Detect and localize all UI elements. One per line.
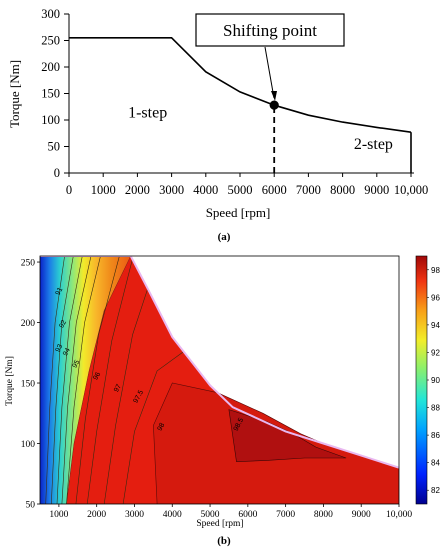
panel-a-x-label: Speed [rpm] (206, 205, 271, 220)
colorbar (415, 255, 428, 505)
colorbar-tick-label: 86 (431, 431, 440, 440)
region-label: 1-step (128, 104, 167, 121)
panel-b-y-label: Torque [Nm] (5, 356, 15, 406)
x-tick-label: 9000 (364, 183, 389, 197)
shifting-point-arrowhead (271, 91, 277, 101)
colorbar-tick-label: 92 (431, 348, 440, 357)
y-tick-label: 300 (41, 7, 60, 21)
panel-a-region-labels: 1-step 2-step (128, 104, 393, 153)
x-tick-label: 4000 (193, 183, 218, 197)
y-tick-label: 150 (41, 87, 60, 101)
colorbar-tick-label: 88 (431, 404, 440, 413)
panel-a-label: (a) (218, 231, 231, 243)
x-tick-label: 1000 (49, 510, 68, 520)
contour-line (66, 256, 101, 504)
torque-speed-curve (69, 36, 412, 133)
contour-line (56, 256, 83, 504)
x-tick-label: 2000 (125, 183, 150, 197)
x-tick-label: 5000 (201, 510, 220, 520)
y-tick-label: 250 (41, 34, 60, 48)
panel-b-x-label: Speed [rpm] (196, 519, 243, 529)
x-tick-label: 10,000 (394, 183, 428, 197)
contour-label: 96 (92, 371, 102, 381)
x-tick-label: 9000 (352, 510, 371, 520)
shifting-point-label: Shifting point (223, 21, 317, 40)
y-tick-label: 200 (21, 319, 36, 329)
colorbar-tick-label: 96 (431, 293, 440, 302)
contour-line (51, 256, 74, 504)
x-tick-label: 6000 (238, 510, 257, 520)
colorbar-tick-label: 82 (431, 486, 440, 495)
y-tick-label: 200 (41, 60, 60, 74)
region-label: 2-step (354, 136, 393, 153)
shifting-point-arrow (264, 46, 275, 99)
panel-a-x-ticks: 0 1000 2000 3000 4000 5000 6000 7000 8000 9000 10,… (66, 173, 428, 197)
colorbar-tick-label: 94 (431, 321, 440, 330)
contour-line (86, 258, 133, 504)
contour-line (45, 256, 65, 504)
colorbar-tick-label: 90 (431, 376, 440, 385)
y-tick-label: 50 (48, 140, 61, 154)
y-tick-label: 50 (26, 501, 36, 511)
contour-line (103, 288, 148, 504)
panel-b-x-ticks: 1000 2000 3000 4000 5000 6000 7000 8000 9000 10,0… (49, 504, 412, 520)
x-tick-label: 3000 (125, 510, 144, 520)
contour-label: 98 (157, 422, 167, 432)
efficiency-contour-lines (45, 256, 184, 504)
x-tick-label: 2000 (87, 510, 106, 520)
x-tick-label: 8000 (330, 183, 355, 197)
panel-a-series (69, 36, 412, 173)
panel-b-label: (b) (217, 535, 231, 547)
y-tick-label: 0 (54, 166, 60, 180)
contour-line (61, 256, 92, 504)
contour-label: 97 (113, 383, 123, 393)
x-tick-label: 10,000 (386, 510, 412, 520)
contour-line (122, 351, 184, 504)
panel-b-frame (39, 255, 400, 505)
x-tick-label: 4000 (163, 510, 182, 520)
y-tick-label: 150 (21, 380, 36, 390)
contour-label: 92 (58, 319, 68, 329)
contour-label: 94 (62, 347, 72, 357)
panel-a-y-label: Torque [Nm] (7, 60, 22, 128)
y-tick-label: 100 (21, 440, 36, 450)
x-tick-label: 5000 (228, 183, 253, 197)
x-tick-label: 3000 (159, 183, 184, 197)
max-torque-boundary (40, 256, 399, 469)
panel-a-y-ticks: 0 50 100 150 200 250 300 (41, 7, 69, 180)
x-tick-label: 7000 (276, 510, 295, 520)
colorbar-tick-label: 98 (431, 266, 440, 275)
y-tick-label: 250 (21, 259, 36, 269)
x-tick-label: 0 (66, 183, 72, 197)
shifting-point-marker (269, 100, 279, 110)
panel-a-line-chart: 0 50 100 150 200 250 300 0 1000 2000 3000 4000 5000… (7, 7, 428, 243)
x-tick-label: 7000 (296, 183, 321, 197)
panel-b-y-ticks: 50 100 150 200 250 (21, 259, 40, 511)
y-tick-label: 100 (41, 113, 60, 127)
x-tick-label: 8000 (314, 510, 333, 520)
shifting-point-callout-box (195, 13, 345, 47)
colorbar-ticks: 82 84 86 88 90 92 94 96 98 (427, 266, 440, 495)
contour-label: 95 (72, 359, 82, 369)
colorbar-tick-label: 84 (431, 459, 440, 468)
contour-label: 93 (55, 343, 65, 353)
contour-line (75, 256, 120, 504)
contour-label: 91 (55, 286, 65, 296)
x-tick-label: 6000 (262, 183, 287, 197)
x-tick-label: 1000 (91, 183, 116, 197)
